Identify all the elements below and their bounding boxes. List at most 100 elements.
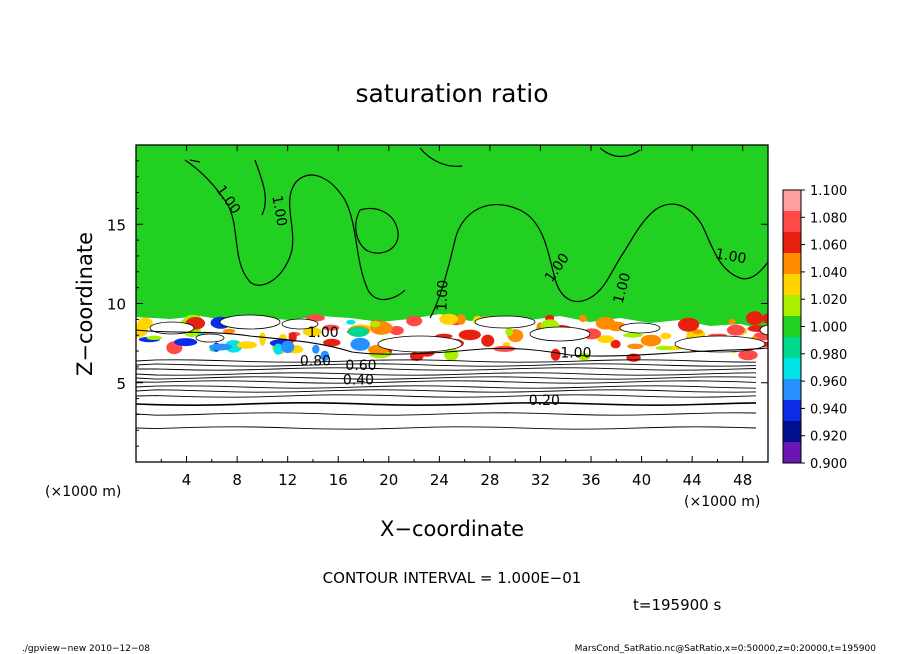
mixing-cell [439,313,459,325]
colorbar-label: 0.900 [810,457,847,472]
colorbar-swatch [783,232,801,254]
colorbar-swatch [783,190,801,212]
mixing-cell [312,344,320,354]
mixing-cell [389,325,404,336]
x-axis-label: X−coordinate [380,517,524,541]
isoline [136,380,757,384]
contour-1.00-upper [184,159,406,300]
mixing-cell [726,324,745,336]
contour-label: 1.00 [611,271,635,305]
mixing-cell [224,340,243,353]
mixing-cell [320,350,330,362]
x-tick-label: 48 [733,471,752,489]
mixing-cell [146,335,163,340]
contour-label: 0.80 [300,353,331,369]
colorbar-label: 1.000 [810,321,847,336]
contour-label: 1.00 [434,280,451,312]
isoline [136,363,757,367]
x-tick-label: 8 [232,471,242,489]
contour-label: 0.40 [343,372,374,388]
chart-title: saturation ratio [355,79,548,108]
colorbar-swatch [783,316,801,338]
colorbar-swatch [783,358,801,380]
y-tick-label: 5 [116,375,126,393]
mixing-cell [369,320,381,328]
x-tick-label: 4 [182,471,192,489]
isoline [136,401,757,407]
contour-label: 1.00 [560,345,591,361]
x-tick-label: 28 [480,471,499,489]
mixing-cell [627,343,644,349]
mixing-cell [236,341,258,349]
colorbar-swatch [783,379,801,401]
mixing-cell [762,313,768,324]
isoline [136,426,757,430]
plot-area: 1.00 1.001.001.001.001.001.001.000.80 0.60… [136,145,768,462]
x-unit-right: (×1000 m) [684,494,760,510]
mixing-cell [350,337,371,351]
colorbar-label: 0.940 [810,402,847,417]
colorbar-swatch [783,400,801,422]
mixing-layer [136,311,768,362]
isoline [136,372,757,376]
mixing-cell [281,340,295,354]
colorbar-label: 0.980 [810,348,847,363]
contour-labels: 1.00 1.001.001.001.001.001.001.000.80 0.60… [212,182,747,408]
cloud-patch [149,321,195,335]
colorbar-swatch [783,337,801,359]
x-tick-label: 24 [430,471,449,489]
cloud-patch [195,333,225,343]
mixing-cell [578,314,588,323]
mixing-cell [550,348,561,361]
isoline [136,394,757,398]
contour-1.00-mid [429,203,768,319]
contour-interval-text: CONTOUR INTERVAL = 1.000E−01 [323,569,582,587]
colorbar: 1.100 1.080 1.060 1.040 1.020 1.000 0.980 0.960… [782,184,847,472]
colorbar-swatch [783,274,801,296]
cloud-patch [474,315,536,329]
colorbar-swatch [783,253,801,275]
colorbar-label: 0.960 [810,375,847,390]
y-tick-label: 15 [107,216,126,234]
y-axis-ticks: 5 10 15 [107,160,768,447]
colorbar-label: 1.040 [810,266,847,281]
contour-label: 0.20 [529,393,560,409]
cloud-patch [219,314,281,330]
mixing-cell [323,338,341,347]
x-tick-label: 36 [581,471,600,489]
colorbar-label: 0.920 [810,430,847,445]
mixing-cell [692,329,703,335]
isoline [136,385,757,389]
mixing-cell [458,329,481,341]
mixing-cell [302,327,322,337]
x-tick-label: 12 [278,471,297,489]
mixing-cell [597,335,615,343]
x-unit-left: (×1000 m) [45,484,121,500]
mixing-cell [346,319,356,325]
cloud-patch [759,324,768,336]
mixing-cell [174,338,198,347]
mixing-cell [505,327,513,336]
colorbar-label: 1.100 [810,184,847,199]
colorbar-swatch [783,211,801,233]
x-tick-label: 16 [329,471,348,489]
mixing-cell [323,324,340,331]
saturated-region [136,145,768,330]
mixing-cell [456,314,466,325]
mixing-cell [259,332,266,346]
x-axis-ticks: 4 8 12 16 20 24 28 32 36 40 44 48 [160,145,752,489]
mixing-cell [578,352,590,361]
cloud-patch [281,318,319,330]
mixing-cell [655,345,673,351]
mixing-cell [640,334,662,347]
contour-label: 1.00 [308,325,339,341]
cloud-patch [619,322,661,334]
mixing-cell [610,339,621,349]
mixing-cell [623,332,643,338]
contour-label: 1.00 [714,246,747,267]
mixing-cell [660,332,672,340]
x-tick-label: 32 [531,471,550,489]
colorbar-label: 1.020 [810,293,847,308]
x-tick-label: 40 [632,471,651,489]
